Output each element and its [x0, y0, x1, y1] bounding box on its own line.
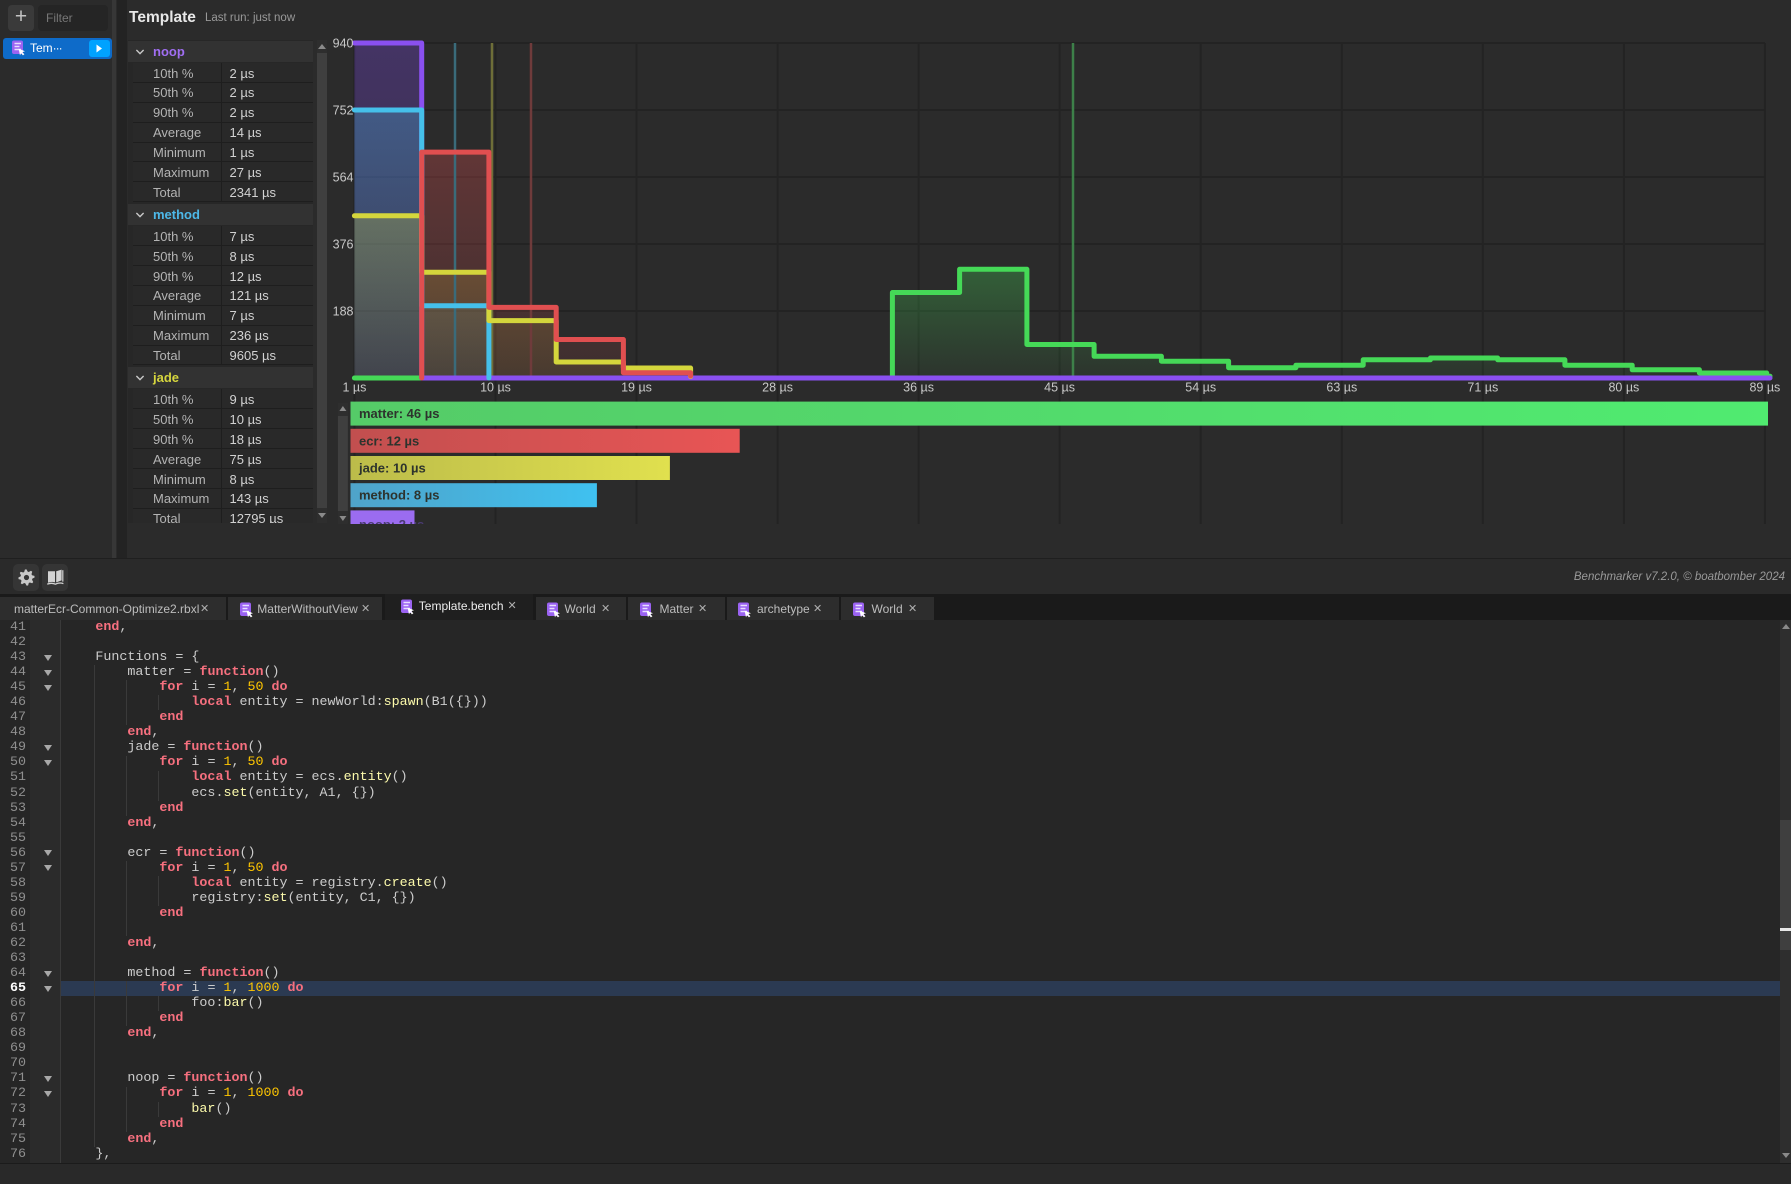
svg-text:89 µs: 89 µs — [1749, 381, 1780, 395]
svg-text:method: 8 µs: method: 8 µs — [359, 488, 439, 503]
svg-text:188: 188 — [333, 305, 354, 319]
svg-text:80 µs: 80 µs — [1608, 381, 1639, 395]
svg-text:36 µs: 36 µs — [903, 381, 934, 395]
svg-text:noop: 2 µs: noop: 2 µs — [359, 517, 424, 524]
svg-text:19 µs: 19 µs — [621, 381, 652, 395]
svg-text:jade: 10 µs: jade: 10 µs — [358, 461, 426, 476]
svg-text:564: 564 — [333, 171, 354, 185]
svg-text:ecr: 12 µs: ecr: 12 µs — [359, 433, 419, 448]
svg-text:752: 752 — [333, 104, 354, 118]
svg-text:1 µs: 1 µs — [342, 381, 366, 395]
svg-text:10 µs: 10 µs — [480, 381, 511, 395]
svg-text:28 µs: 28 µs — [762, 381, 793, 395]
svg-text:63 µs: 63 µs — [1326, 381, 1357, 395]
svg-text:54 µs: 54 µs — [1185, 381, 1216, 395]
svg-text:940: 940 — [333, 37, 354, 51]
svg-text:matter: 46 µs: matter: 46 µs — [359, 406, 439, 421]
svg-text:376: 376 — [333, 238, 354, 252]
svg-text:45 µs: 45 µs — [1044, 381, 1075, 395]
svg-text:71 µs: 71 µs — [1467, 381, 1498, 395]
